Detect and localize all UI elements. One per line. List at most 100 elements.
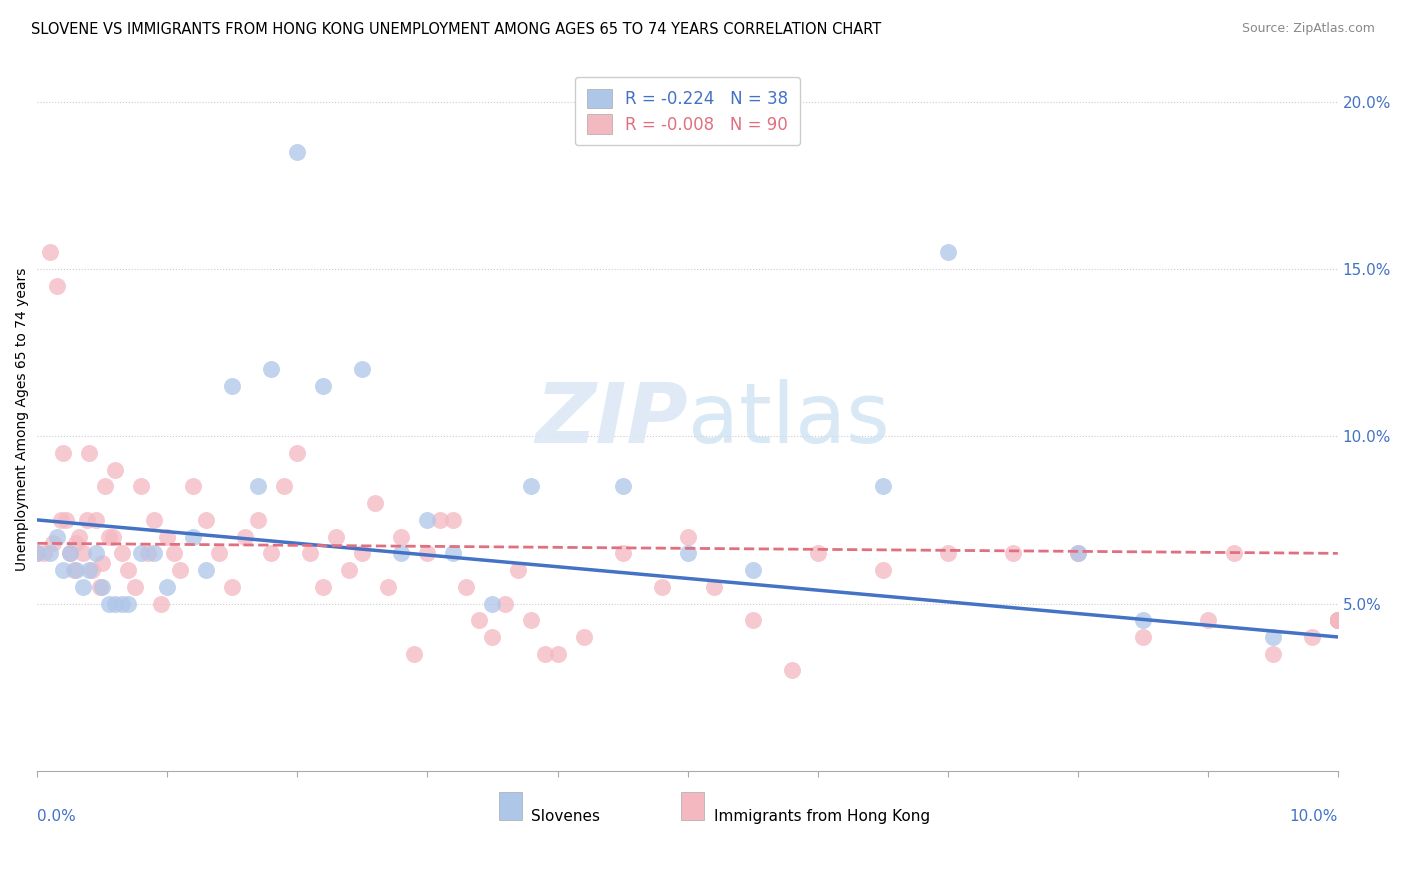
Point — [377, 580, 399, 594]
Point — [80, 563, 103, 577]
Point — [807, 546, 830, 560]
Point — [1326, 613, 1348, 627]
Point — [391, 546, 413, 560]
Point — [111, 597, 134, 611]
Text: Immigrants from Hong Kong: Immigrants from Hong Kong — [714, 809, 929, 824]
Point — [45, 530, 67, 544]
Point — [1326, 613, 1348, 627]
Point — [1301, 630, 1323, 644]
Point — [1326, 613, 1348, 627]
Point — [42, 536, 65, 550]
Point — [780, 664, 803, 678]
Point — [91, 557, 114, 571]
Point — [1326, 613, 1348, 627]
Point — [1326, 613, 1348, 627]
Point — [468, 613, 491, 627]
Point — [312, 580, 335, 594]
Text: 0.0%: 0.0% — [38, 809, 76, 824]
Point — [533, 647, 555, 661]
Point — [89, 580, 111, 594]
Point — [508, 563, 530, 577]
Point — [117, 563, 139, 577]
Point — [183, 479, 205, 493]
Point — [936, 546, 959, 560]
Point — [117, 597, 139, 611]
Point — [1197, 613, 1219, 627]
Bar — [681, 792, 704, 820]
Point — [429, 513, 451, 527]
Point — [287, 145, 309, 160]
Point — [339, 563, 361, 577]
Point — [143, 513, 166, 527]
Point — [67, 530, 90, 544]
Point — [936, 245, 959, 260]
Point — [443, 513, 465, 527]
Point — [247, 513, 270, 527]
Point — [111, 546, 134, 560]
Point — [39, 245, 62, 260]
Point — [273, 479, 295, 493]
Point — [1326, 613, 1348, 627]
Point — [520, 613, 543, 627]
Point — [65, 563, 87, 577]
Point — [364, 496, 387, 510]
Point — [299, 546, 322, 560]
Point — [72, 580, 94, 594]
Point — [195, 563, 218, 577]
Point — [312, 379, 335, 393]
Point — [84, 513, 107, 527]
Point — [52, 563, 75, 577]
Legend: R = -0.224   N = 38, R = -0.008   N = 90: R = -0.224 N = 38, R = -0.008 N = 90 — [575, 77, 800, 145]
Point — [79, 446, 101, 460]
Point — [1326, 613, 1348, 627]
Point — [1222, 546, 1244, 560]
Point — [443, 546, 465, 560]
Point — [352, 362, 374, 376]
Point — [208, 546, 231, 560]
Text: atlas: atlas — [688, 379, 890, 460]
Point — [1132, 630, 1154, 644]
Point — [101, 530, 124, 544]
Point — [1001, 546, 1024, 560]
Point — [352, 546, 374, 560]
Point — [32, 546, 55, 560]
Point — [416, 546, 439, 560]
Point — [27, 546, 49, 560]
Point — [76, 513, 98, 527]
Point — [136, 546, 159, 560]
Point — [156, 580, 179, 594]
Text: 10.0%: 10.0% — [1289, 809, 1337, 824]
Point — [94, 479, 117, 493]
Point — [651, 580, 673, 594]
Point — [676, 546, 699, 560]
Point — [1261, 647, 1284, 661]
Point — [52, 446, 75, 460]
Point — [97, 597, 120, 611]
Point — [495, 597, 517, 611]
Point — [247, 479, 270, 493]
Point — [1132, 613, 1154, 627]
Point — [1261, 630, 1284, 644]
Point — [163, 546, 186, 560]
Point — [547, 647, 569, 661]
Point — [612, 479, 634, 493]
Point — [97, 530, 120, 544]
Point — [131, 479, 153, 493]
Point — [872, 479, 894, 493]
Point — [1326, 613, 1348, 627]
Point — [1326, 613, 1348, 627]
Point — [520, 479, 543, 493]
Point — [72, 546, 94, 560]
Point — [325, 530, 347, 544]
Point — [235, 530, 257, 544]
Point — [221, 580, 243, 594]
Text: Slovenes: Slovenes — [531, 809, 600, 824]
Point — [404, 647, 426, 661]
Point — [481, 597, 503, 611]
Point — [131, 546, 153, 560]
Point — [416, 513, 439, 527]
Point — [612, 546, 634, 560]
Point — [59, 546, 82, 560]
Point — [91, 580, 114, 594]
Point — [45, 278, 67, 293]
